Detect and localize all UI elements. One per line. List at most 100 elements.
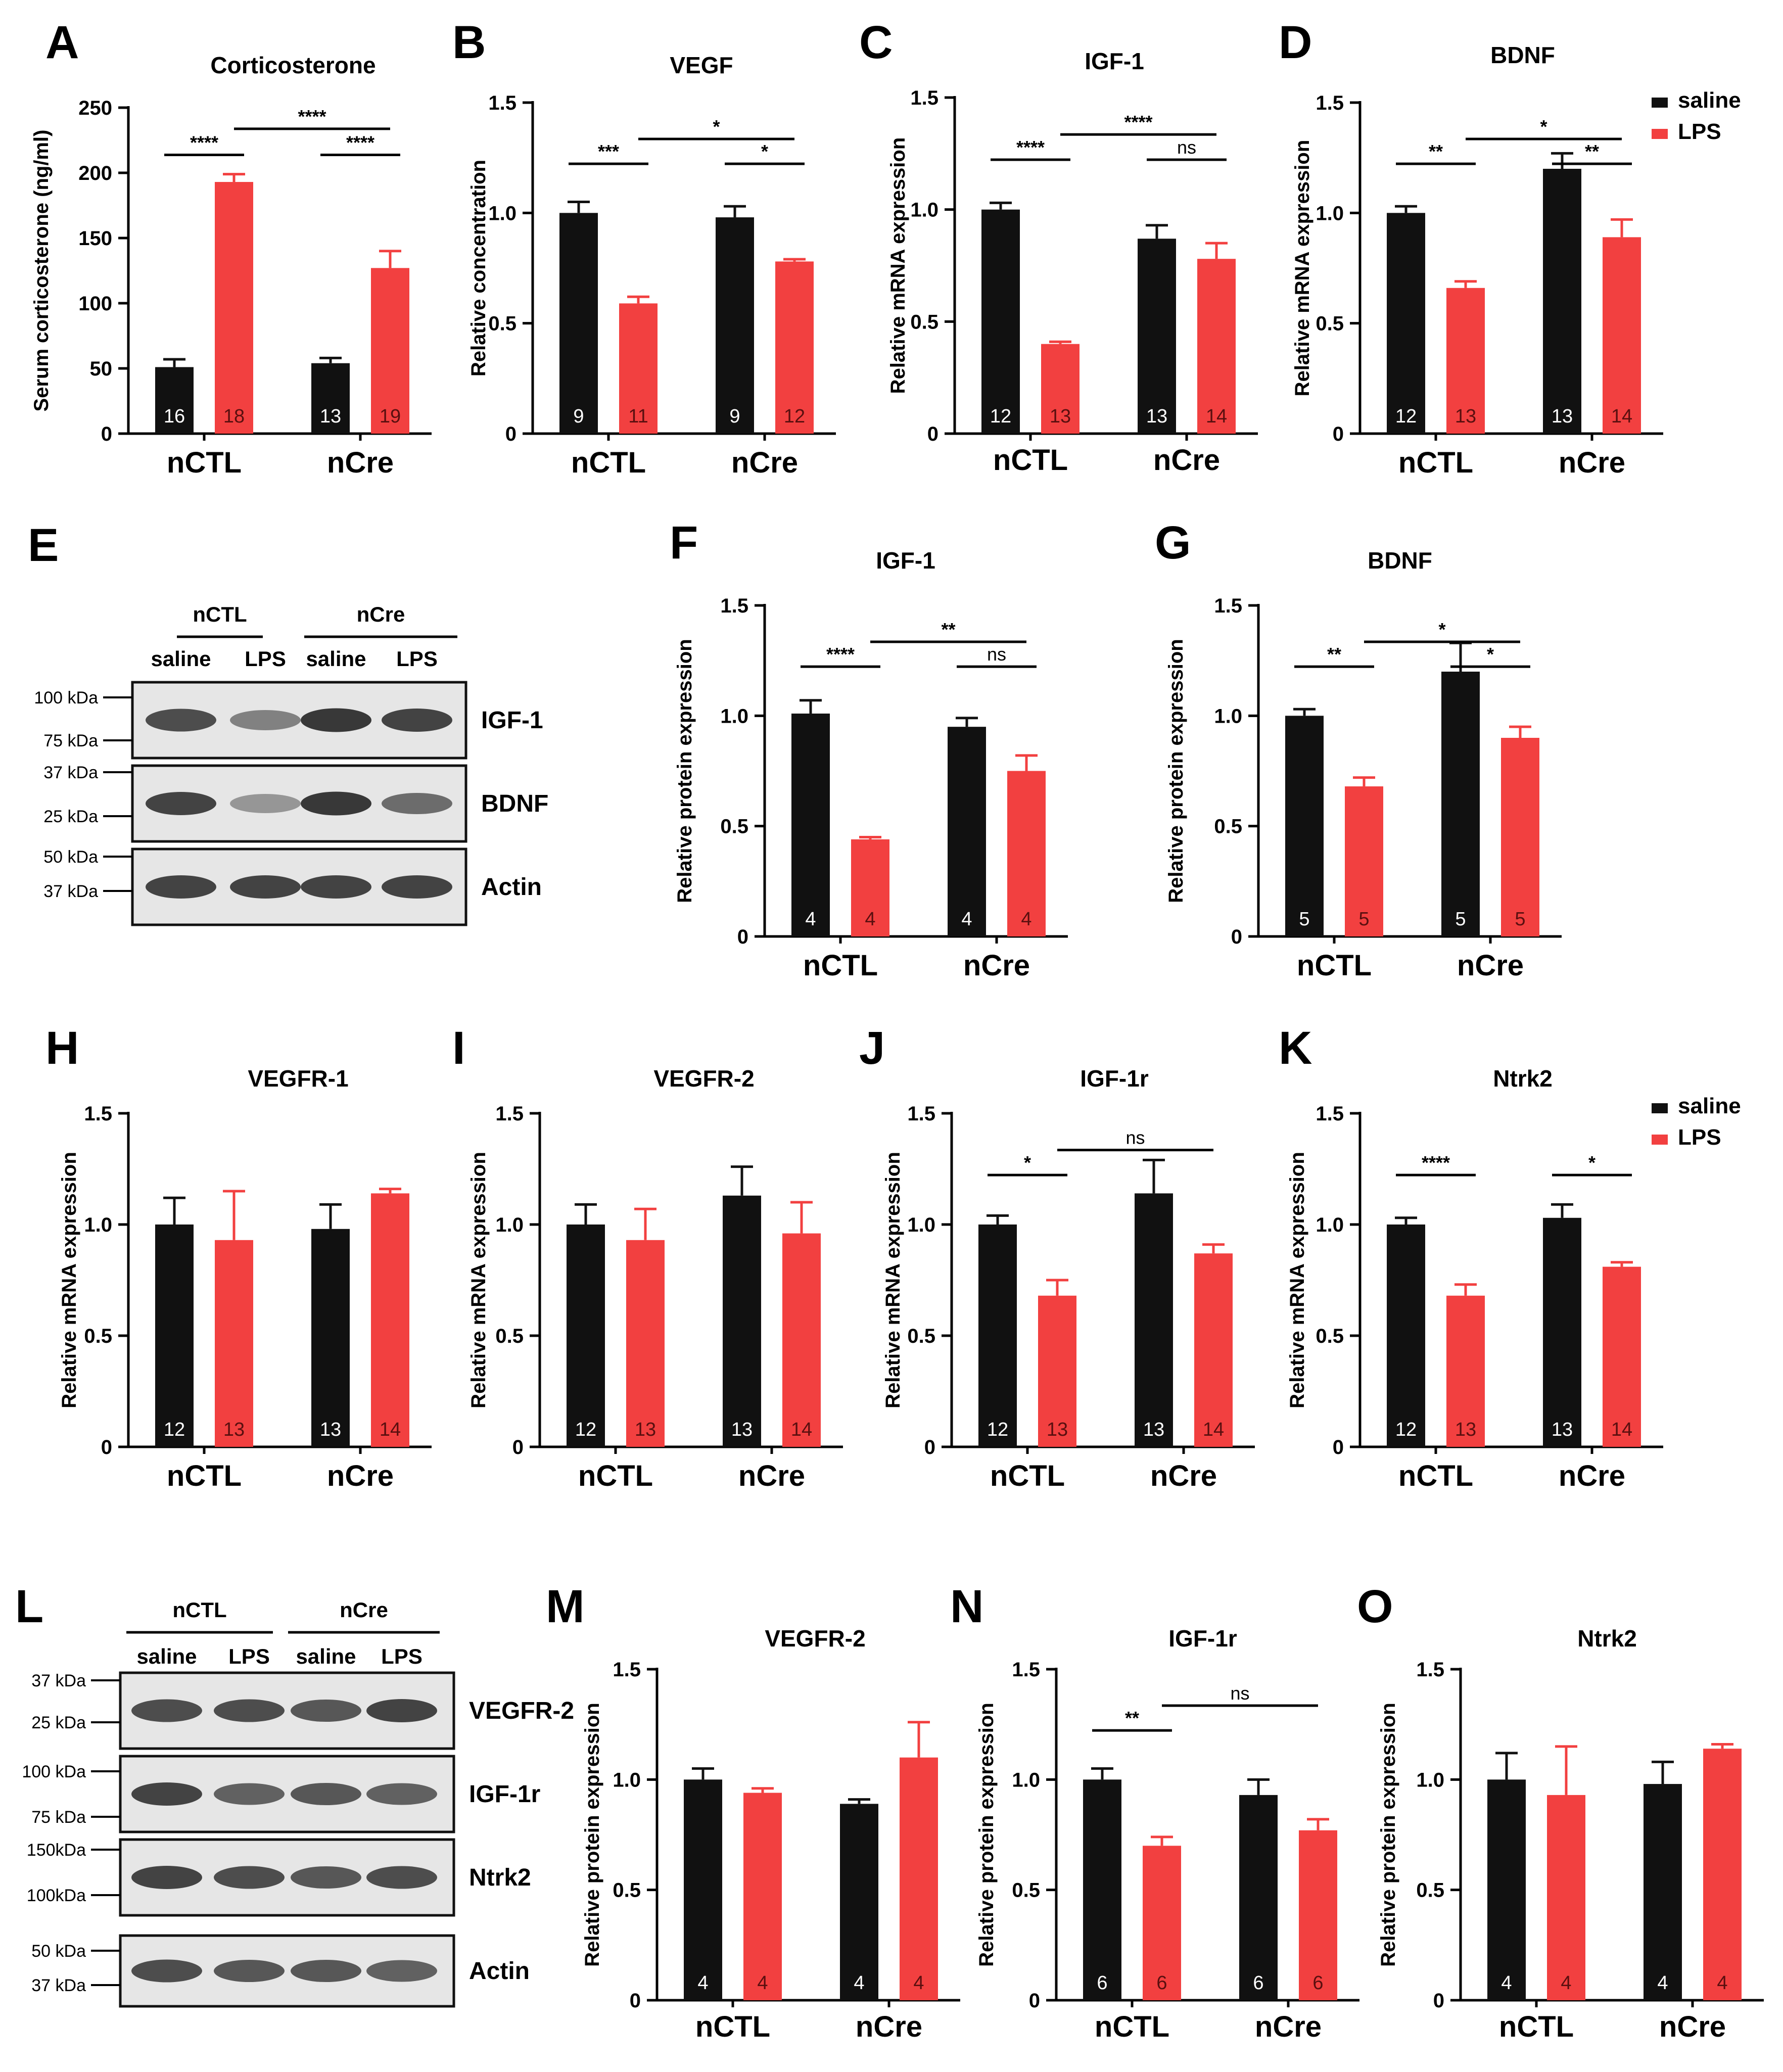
legend-swatch-saline <box>1652 98 1668 108</box>
sample-size-label: 4 <box>757 1972 768 1994</box>
chart-title: IGF-1r <box>1168 1625 1237 1652</box>
bar-lps-ncre <box>371 1193 409 1447</box>
y-tick-label: 1.5 <box>720 595 748 617</box>
mw-marker-label: 75 kDa <box>43 731 98 750</box>
sample-size-label: 6 <box>1253 1972 1263 1994</box>
x-tick-label-ncre: nCre <box>731 446 798 479</box>
y-tick-label: 1.5 <box>84 1103 112 1125</box>
bar-saline-ncre <box>1543 1217 1581 1447</box>
y-tick-label: 1.5 <box>613 1659 641 1681</box>
bar-lps-ncre <box>1603 1266 1641 1447</box>
bar-lps-ncre <box>371 268 409 434</box>
y-tick-label: 1.0 <box>1012 1769 1040 1791</box>
y-axis-label: Relative mRNA expression <box>1286 1152 1308 1408</box>
blot-band <box>131 1866 202 1889</box>
x-tick-label-nctl: nCTL <box>1095 2010 1169 2043</box>
y-tick-label: 0.5 <box>1316 313 1344 335</box>
blot-band <box>291 1960 361 1982</box>
panel-m: M VEGFR-2 Relative protein expression 0 0.5 1… <box>546 1581 960 2043</box>
y-tick-label: 0.5 <box>1416 1879 1444 1902</box>
y-tick-label: 0.5 <box>1316 1325 1344 1347</box>
y-tick-label: 0.5 <box>720 816 748 838</box>
blot-group-label-ncre: nCre <box>357 602 405 626</box>
y-tick-label: 150 <box>78 227 112 250</box>
bar-saline-nctl <box>559 213 598 434</box>
sample-size-label: 13 <box>1047 1419 1068 1440</box>
legend-label-saline: saline <box>1678 88 1741 113</box>
y-tick-label: 50 <box>90 358 113 380</box>
y-tick-label: 0 <box>1333 1436 1344 1458</box>
blot-band <box>146 875 216 899</box>
bar-saline-ncre <box>1135 1193 1173 1447</box>
mw-marker-label: 100kDa <box>27 1886 86 1905</box>
x-tick-label-ncre: nCre <box>1559 1459 1625 1492</box>
blot-band <box>214 1699 285 1722</box>
blot-strip-actin: Actin <box>119 1934 530 2008</box>
panel-letter: I <box>452 1022 465 1074</box>
significance-label: **** <box>346 132 374 153</box>
blot-band <box>366 1960 437 1982</box>
bar-saline-ncre <box>1543 169 1581 434</box>
legend-swatch-saline <box>1652 1103 1668 1113</box>
bar-lps-ncre <box>775 261 814 434</box>
y-tick-label: 200 <box>78 162 112 184</box>
bar-lps-nctl <box>851 839 889 936</box>
bar-saline-nctl <box>981 209 1020 434</box>
panel-a: A Corticosterone Serum corticosterone (ng/… <box>30 17 432 479</box>
panel-b: B VEGF Relative concentration 0 0.5 1.0 1.5 nCT… <box>452 17 836 479</box>
mw-marker-label: 25 kDa <box>43 807 98 826</box>
sample-size-label: 12 <box>990 406 1011 427</box>
legend-swatch-lps <box>1652 129 1668 139</box>
bar-lps-ncre <box>900 1757 938 2000</box>
sample-size-label: 13 <box>1050 406 1071 427</box>
blot-band <box>301 875 371 899</box>
x-tick-label-nctl: nCTL <box>571 446 646 479</box>
significance-label: ns <box>1230 1683 1249 1704</box>
blot-band <box>301 708 371 732</box>
blot-strip-bdnf: BDNF <box>131 764 548 843</box>
y-tick-label: 1.5 <box>1316 92 1344 114</box>
sample-size-label: 4 <box>697 1972 708 1994</box>
blot-band <box>366 1783 437 1805</box>
significance-label: ** <box>1327 644 1341 665</box>
x-tick-label-ncre: nCre <box>1659 2010 1726 2043</box>
y-tick-label: 1.0 <box>613 1769 641 1791</box>
x-tick-label-ncre: nCre <box>1150 1459 1217 1492</box>
sample-size-label: 13 <box>1552 406 1573 427</box>
sample-size-label: 13 <box>1143 1419 1164 1440</box>
bar-saline-ncre <box>1239 1795 1278 2000</box>
x-tick-label-nctl: nCTL <box>1398 446 1473 479</box>
sample-size-label: 13 <box>1455 406 1476 427</box>
bar-saline-nctl <box>684 1779 722 2000</box>
blot-band <box>230 875 301 899</box>
sample-size-label: 13 <box>320 406 341 427</box>
sample-size-label: 12 <box>164 1419 185 1440</box>
sample-size-label: 5 <box>1299 909 1309 930</box>
blot-band <box>214 1960 285 1982</box>
sample-size-label: 18 <box>223 406 245 427</box>
blot-target-label: BDNF <box>481 790 548 817</box>
sample-size-label: 4 <box>1561 1972 1571 1994</box>
mw-marker-label: 100 kDa <box>22 1762 86 1781</box>
bar-lps-nctl <box>626 1240 665 1447</box>
bar-lps-nctl <box>215 182 253 434</box>
sample-size-label: 14 <box>1203 1419 1224 1440</box>
y-tick-label: 0 <box>630 1990 641 2012</box>
x-tick-label-ncre: nCre <box>327 1459 394 1492</box>
significance-label: ** <box>1585 141 1599 162</box>
bar-lps-ncre <box>1703 1749 1742 2000</box>
significance-label: ns <box>1125 1127 1145 1148</box>
sample-size-label: 4 <box>1657 1972 1668 1994</box>
sample-size-label: 13 <box>223 1419 245 1440</box>
sample-size-label: 16 <box>164 406 185 427</box>
y-tick-label: 0 <box>1231 926 1242 948</box>
y-tick-label: 0 <box>737 926 748 948</box>
x-tick-label-ncre: nCre <box>738 1459 805 1492</box>
sample-size-label: 14 <box>1611 406 1632 427</box>
x-tick-label-nctl: nCTL <box>803 949 878 982</box>
y-tick-label: 1.5 <box>907 1103 935 1125</box>
y-tick-label: 1.0 <box>488 202 517 224</box>
y-tick-label: 0.5 <box>613 1879 641 1902</box>
sample-size-label: 13 <box>1146 406 1167 427</box>
y-axis-label: Relative mRNA expression <box>1291 140 1313 397</box>
